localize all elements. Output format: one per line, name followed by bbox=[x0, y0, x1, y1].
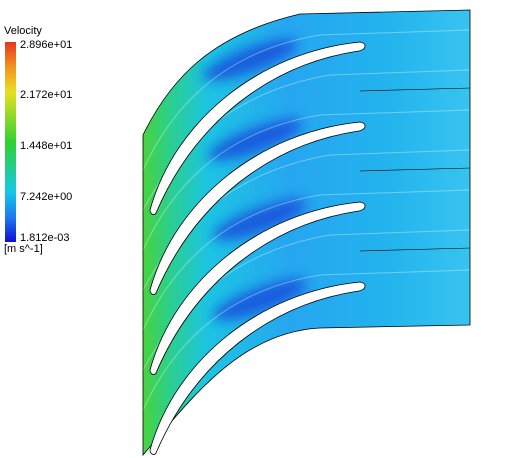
color-bar bbox=[5, 42, 16, 242]
legend-label: 7.242e+00 bbox=[20, 191, 72, 203]
streamlines bbox=[143, 29, 470, 411]
legend-label: 2.172e+01 bbox=[20, 89, 72, 101]
legend-units: [m s^-1] bbox=[4, 243, 43, 255]
legend: Velocity 2.896e+01 2.172e+01 1.448e+01 7… bbox=[4, 25, 72, 255]
legend-title: Velocity bbox=[4, 25, 42, 37]
legend-label: 1.812e-03 bbox=[20, 232, 70, 244]
periodic-boundaries bbox=[359, 87, 471, 252]
legend-label: 2.896e+01 bbox=[20, 39, 72, 51]
legend-label: 1.448e+01 bbox=[20, 140, 72, 152]
low-velocity-zones bbox=[202, 39, 308, 321]
domain-outline bbox=[142, 9, 471, 457]
